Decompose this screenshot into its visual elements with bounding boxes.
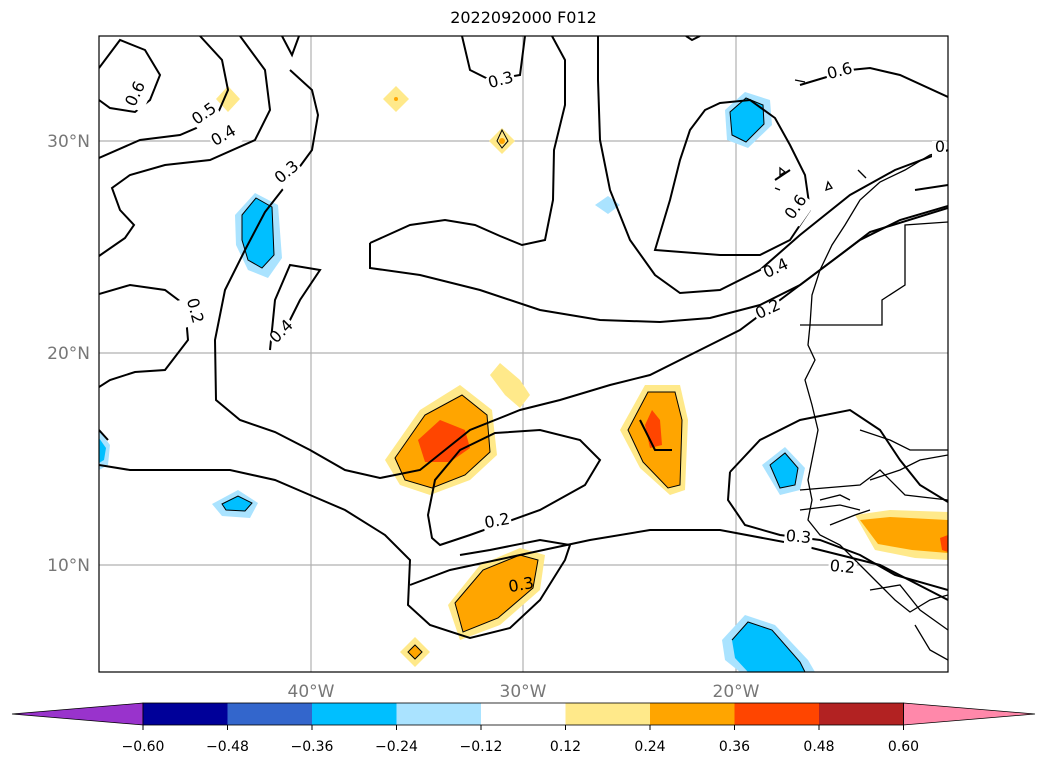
map-title: 2022092000 F012 — [450, 8, 597, 27]
colorbar-frame — [142, 702, 904, 726]
colorbar-segment — [396, 703, 482, 725]
contour-label: 0.3 — [785, 526, 812, 547]
contour-label: 0.6 — [780, 191, 810, 223]
lat-label-10n: 10°N — [47, 556, 90, 576]
colorbar-tick-label: −0.24 — [375, 739, 418, 755]
anomaly-outlines — [221, 97, 806, 672]
colorbar-tick-label: −0.60 — [122, 739, 165, 755]
colorbar-tick-label: 0.24 — [634, 739, 665, 755]
colorbar-segment — [312, 703, 397, 725]
lon-label-20w: 20°W — [713, 682, 760, 702]
colorbar-tick-label: 0.12 — [550, 739, 581, 755]
colorbar-tick-label: 0.60 — [888, 739, 919, 755]
colorbar-tick-label: −0.48 — [206, 739, 249, 755]
colorbar-segment — [565, 703, 651, 725]
colorbar-segment — [481, 703, 566, 725]
map-frame — [98, 35, 949, 673]
lat-label-20n: 20°N — [47, 344, 90, 364]
colorbar-segment — [819, 703, 904, 725]
colorbar-tick-label: 0.48 — [803, 739, 834, 755]
coastlines — [774, 79, 948, 661]
colorbar-segment — [650, 703, 735, 725]
colorbar-tick-label: −0.36 — [291, 739, 334, 755]
contour-label: 0.5 — [188, 98, 220, 128]
colorbar-extend-high — [903, 702, 1036, 726]
contour-label: 0.3 — [507, 573, 535, 596]
colorbar-segment — [143, 703, 228, 725]
contour-label: 0 — [935, 137, 945, 156]
colorbar-extend-low — [11, 702, 144, 726]
contour-label: 0.2 — [483, 509, 511, 532]
plot-area: 0.6 0.5 0.4 0.3 0.3 0.2 0.4 0.6 0.6 0.4 … — [99, 36, 948, 672]
contour-label: 0.2 — [829, 556, 856, 577]
colorbar-tick-label: 0.36 — [719, 739, 750, 755]
contour-label: 0.3 — [271, 156, 303, 187]
colorbar-tick-label: −0.12 — [460, 739, 503, 755]
lon-label-40w: 40°W — [288, 682, 335, 702]
colorbar: −0.60 −0.48 −0.36 −0.24 −0.12 0.12 0.24 0.36 0.4… — [11, 702, 1036, 755]
lon-label-30w: 30°W — [500, 682, 547, 702]
lat-label-30n: 30°N — [47, 132, 90, 152]
colorbar-segment — [734, 703, 820, 725]
colorbar-segment — [227, 703, 313, 725]
